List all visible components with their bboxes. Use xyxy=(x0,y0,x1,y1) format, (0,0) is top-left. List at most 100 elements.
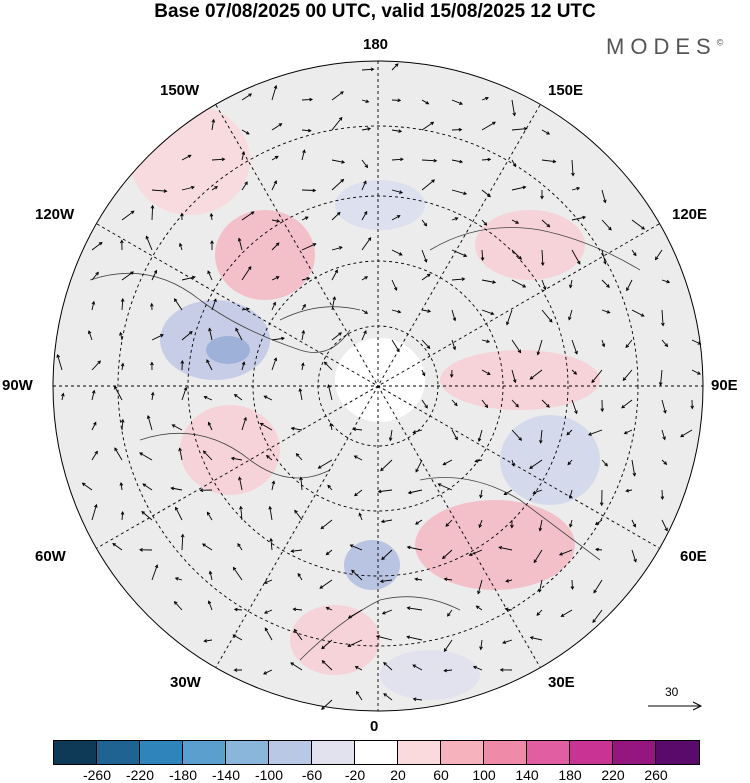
wind-vector-head xyxy=(340,178,345,183)
wind-vector-head xyxy=(412,430,417,434)
wind-vector xyxy=(121,298,124,311)
wind-vector xyxy=(631,219,645,230)
wind-vector-head xyxy=(406,545,411,550)
wind-vector xyxy=(382,609,393,615)
wind-vector xyxy=(559,549,573,556)
wind-vector xyxy=(241,417,247,431)
wind-vector-head xyxy=(477,437,482,443)
wind-vector xyxy=(538,579,543,592)
wind-vector xyxy=(120,482,123,491)
wind-vector-head xyxy=(424,404,428,409)
wind-vector-head xyxy=(243,416,247,421)
wind-vector-head xyxy=(452,317,457,322)
wind-vector-head xyxy=(398,190,404,194)
wind-vector xyxy=(233,567,243,581)
wind-vector-head xyxy=(273,180,277,185)
wind-vector xyxy=(541,219,550,228)
wind-vector-head xyxy=(602,199,607,204)
wind-vector-head xyxy=(479,494,483,499)
wind-vector-head xyxy=(461,277,466,281)
wind-vector xyxy=(536,609,543,616)
wind-vector xyxy=(421,99,429,105)
wind-vector-head xyxy=(202,543,206,547)
wind-vector xyxy=(511,369,516,383)
wind-vector-head xyxy=(325,606,330,611)
wind-vector xyxy=(391,129,402,132)
wind-vector-head xyxy=(571,172,575,177)
wind-vector xyxy=(151,334,164,341)
map-title: Base 07/08/2025 00 UTC, valid 15/08/2025… xyxy=(154,1,596,22)
wind-vector-head xyxy=(475,605,480,609)
wind-vector-head xyxy=(233,393,238,398)
wind-vector-head xyxy=(459,159,464,164)
wind-vector xyxy=(571,579,573,590)
wind-vector-head xyxy=(573,371,578,375)
wind-vector-head xyxy=(536,612,541,616)
wind-vector xyxy=(451,429,458,440)
wind-vector xyxy=(121,271,134,281)
wind-vector-head xyxy=(394,63,399,67)
wind-vector-head xyxy=(119,331,123,336)
wind-vector-head xyxy=(299,476,303,481)
wind-vector xyxy=(174,601,183,611)
wind-vector xyxy=(451,278,465,281)
wind-vector xyxy=(571,159,574,176)
wind-vector-head xyxy=(139,452,143,456)
wind-vector-head xyxy=(600,408,605,413)
wind-vector-head xyxy=(150,204,155,209)
wind-vector-head xyxy=(364,164,369,169)
wind-vector xyxy=(571,187,580,191)
wind-vector-head xyxy=(576,186,581,191)
wind-vector xyxy=(451,309,456,321)
wind-vector-head xyxy=(505,321,510,326)
wind-vector-head xyxy=(120,239,124,244)
colorbar-tick-label: -180 xyxy=(168,767,198,783)
wind-vector xyxy=(354,455,363,461)
wind-vector-head xyxy=(487,157,492,162)
wind-vector xyxy=(91,390,95,401)
wind-vector-head xyxy=(536,351,541,356)
colorbar-tick-label: 220 xyxy=(601,767,625,783)
colorbar-ticks: -260 -220 -180 -140 -100 -60 -20 20 60 100 140 180 2… xyxy=(53,767,703,783)
wind-vector-head xyxy=(606,310,611,314)
wind-vector-head xyxy=(449,374,454,378)
wind-vector-head xyxy=(398,252,403,256)
wind-vector-head xyxy=(327,484,331,489)
wind-vector xyxy=(567,459,573,465)
wind-vector-head xyxy=(187,154,192,159)
wind-vector xyxy=(355,666,363,671)
wind-vector-head xyxy=(211,118,216,123)
colorbar-tick-label: -140 xyxy=(211,767,241,783)
wind-vector xyxy=(271,481,275,491)
wind-vector xyxy=(380,459,393,471)
wind-vector xyxy=(208,422,213,431)
wind-vector-head xyxy=(443,577,448,582)
wind-vector xyxy=(151,189,167,192)
wind-vector xyxy=(181,331,193,341)
wind-vector-head xyxy=(241,151,246,156)
wind-vector xyxy=(232,634,243,641)
wind-vector-head xyxy=(290,426,295,431)
wind-vector xyxy=(241,151,245,161)
wind-vector-head xyxy=(512,379,517,384)
wind-vector xyxy=(591,369,603,383)
wind-vector xyxy=(301,277,310,281)
wind-vector xyxy=(211,158,225,161)
wind-vector-head xyxy=(522,185,527,190)
wind-vector xyxy=(511,399,519,408)
wind-vector xyxy=(271,156,279,161)
wind-vector xyxy=(451,399,458,406)
wind-vector-head xyxy=(191,275,196,280)
wind-vector-head xyxy=(317,465,322,469)
wind-vector xyxy=(350,544,363,551)
wind-vector xyxy=(361,237,372,251)
wind-vector-head xyxy=(203,639,208,643)
wind-vector xyxy=(622,369,633,381)
wind-vector-head xyxy=(304,216,309,220)
wind-vector xyxy=(391,215,401,221)
modes-logo: MODES© xyxy=(606,34,723,60)
wind-vector xyxy=(595,519,603,525)
colorbar-tick-label: 180 xyxy=(558,767,582,783)
wind-vector-head xyxy=(606,284,610,288)
